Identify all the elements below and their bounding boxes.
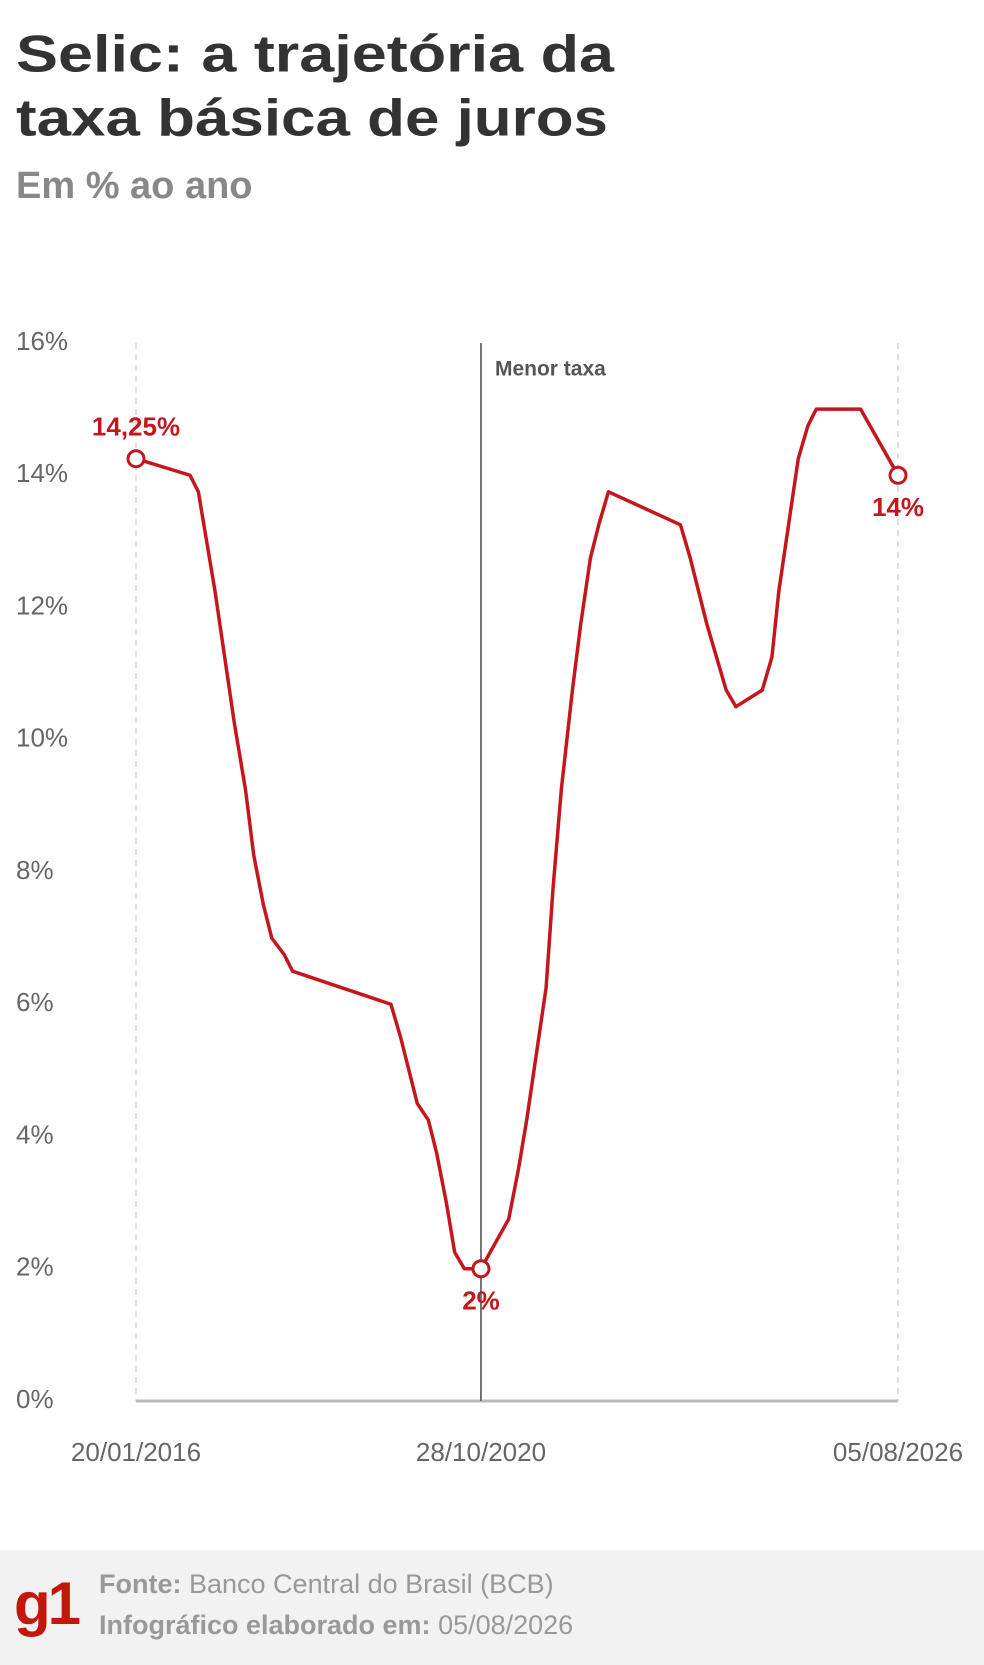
source-label: Fonte:: [99, 1569, 181, 1599]
footer-source: Fonte: Banco Central do Brasil (BCB): [99, 1569, 554, 1599]
made-label: Infográfico elaborado em:: [99, 1610, 431, 1640]
source: Banco Central do Brasil (BCB): [189, 1569, 554, 1599]
y-tick-label: 14%: [16, 458, 68, 488]
y-tick-label: 4%: [16, 1119, 54, 1149]
annotation-label: 14,25%: [92, 412, 180, 442]
annotation-label: 2%: [462, 1286, 500, 1316]
subtitle: Em % ao ano: [16, 165, 253, 207]
y-tick-label: 12%: [16, 590, 68, 620]
footer-band: [0, 1550, 984, 1665]
reference-label: Menor taxa: [495, 358, 606, 381]
y-tick-label: 8%: [16, 855, 54, 885]
y-tick-label: 10%: [16, 723, 68, 753]
annotation-point: [888, 465, 908, 485]
title-line: Selic: a trajetória da: [16, 26, 615, 84]
made-date: 05/08/2026: [438, 1610, 573, 1640]
annotation-point: [471, 1259, 491, 1279]
annotation-point: [126, 449, 146, 469]
logo: g1: [14, 1570, 80, 1637]
y-tick-label: 16%: [16, 326, 68, 356]
title-line: taxa básica de juros: [16, 90, 608, 148]
y-tick-label: 6%: [16, 987, 54, 1017]
y-tick-label: 0%: [16, 1384, 54, 1414]
x-tick-label: 05/08/2026: [833, 1437, 963, 1467]
y-tick-label: 2%: [16, 1252, 54, 1282]
annotation-label: 14%: [872, 492, 924, 522]
series-line: [135, 407, 900, 1271]
x-tick-label: 28/10/2020: [416, 1437, 546, 1467]
x-tick-label: 20/01/2016: [71, 1437, 201, 1467]
footer-date: Infográfico elaborado em: 05/08/2026: [99, 1610, 573, 1640]
